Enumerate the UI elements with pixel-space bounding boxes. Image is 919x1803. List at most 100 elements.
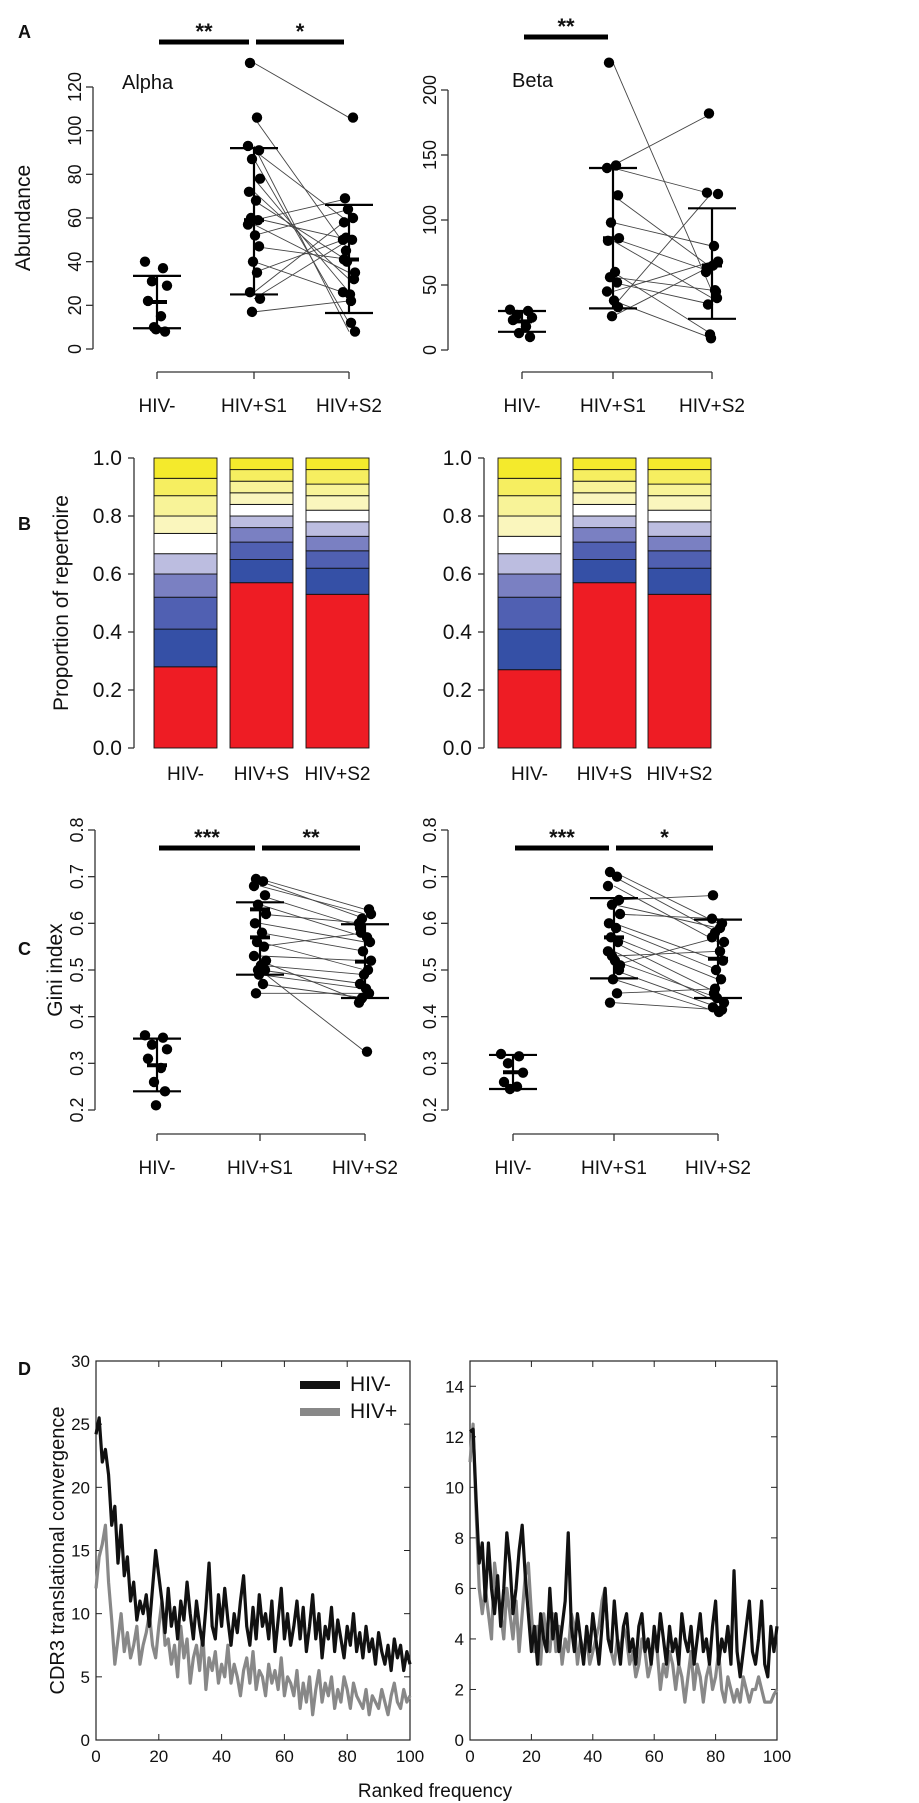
pair-line: [253, 217, 350, 241]
data-point-s1: [607, 974, 619, 985]
data-point-s1: [614, 960, 626, 971]
y-tick-label: 0.6: [420, 911, 440, 936]
y-tick-label: 14: [445, 1377, 464, 1396]
y-tick-label: 0: [455, 1731, 464, 1750]
pair-line: [259, 969, 366, 1053]
data-point-s1: [252, 964, 264, 976]
pair-line: [253, 239, 350, 300]
pair-line: [612, 281, 713, 305]
data-point-hiv-neg: [150, 1100, 162, 1111]
data-point-s1: [250, 988, 262, 999]
data-point-s1: [242, 140, 254, 152]
data-point-s2: [718, 936, 730, 948]
x-tick-label: 40: [212, 1747, 231, 1766]
x-tick-label: HIV-: [504, 396, 541, 417]
x-tick-label: HIV+S1: [581, 1158, 647, 1179]
pair-line: [253, 62, 350, 118]
stacked-segment: [572, 541, 637, 560]
data-point-s1: [252, 214, 264, 226]
x-tick-label: HIV+S2: [646, 764, 712, 785]
data-point-hiv-neg: [159, 1086, 171, 1097]
data-point-hiv-neg: [507, 314, 519, 326]
significance-stars: **: [195, 19, 213, 44]
stacked-segment: [229, 582, 294, 749]
data-point-s1: [249, 230, 261, 241]
x-tick-label: HIV+S1: [227, 1158, 293, 1179]
data-point-s1: [612, 936, 624, 948]
pair-line: [253, 145, 350, 332]
data-point-s2: [708, 240, 720, 252]
panel-d-left-chart: 0 5 10 15 20 25 30 0 20 40 60 80 100 HIV- HIV+ CDR3 tra…: [47, 1352, 424, 1766]
x-tick-label: 100: [396, 1747, 424, 1766]
stacked-segment: [497, 573, 562, 598]
stacked-segment: [647, 550, 712, 569]
data-point-s1: [253, 145, 265, 156]
stacked-segment: [647, 535, 712, 552]
data-point-hiv-neg: [161, 280, 173, 291]
pair-line: [613, 960, 719, 999]
y-tick-label: 100: [65, 116, 85, 146]
y-tick-label: 5: [81, 1668, 90, 1687]
pair-line: [613, 922, 719, 962]
data-point-s2: [338, 217, 350, 228]
y-tick-label: 10: [445, 1478, 464, 1497]
data-point-hiv-neg: [142, 295, 154, 307]
pair-line: [612, 261, 713, 292]
pair-line: [612, 167, 713, 195]
data-point-s2: [355, 927, 367, 938]
x-tick-label: HIV+S: [234, 764, 289, 785]
y-tick-label: 12: [445, 1428, 464, 1447]
stacked-segment: [572, 480, 637, 494]
data-point-hiv-neg: [148, 1076, 160, 1088]
y-tick-label: 0.6: [443, 563, 472, 586]
data-point-hiv-neg: [161, 1044, 173, 1055]
y-tick-label: 0.3: [420, 1051, 440, 1076]
stacked-segment: [153, 596, 218, 630]
x-tick-label: 60: [275, 1747, 294, 1766]
data-point-s2: [338, 254, 350, 265]
pair-line: [613, 988, 719, 994]
y-tick-label: 0.3: [67, 1051, 87, 1076]
pair-line: [259, 894, 366, 929]
data-point-s2: [357, 946, 369, 957]
stacked-segment: [229, 559, 294, 584]
pair-line: [253, 224, 350, 273]
stacked-segment: [497, 495, 562, 517]
stacked-segment: [305, 469, 370, 485]
pair-line: [253, 117, 350, 252]
panel-letter-c: C: [18, 939, 31, 959]
y-tick-label: 100: [420, 205, 440, 235]
data-point-s1: [260, 908, 272, 920]
panel-b-left-chart: 0.0 0.2 0.4 0.6 0.8 1.0 HIV- HIV+S HIV+S2 Proport…: [50, 447, 371, 785]
stacked-segment: [229, 457, 294, 471]
significance-stars: **: [557, 14, 575, 39]
significance-stars: ***: [194, 825, 220, 850]
y-tick-label: 10: [71, 1605, 90, 1624]
pair-line: [613, 978, 719, 1013]
data-point-s2: [717, 955, 729, 966]
stacked-segment: [305, 567, 370, 595]
pair-line: [253, 217, 350, 293]
y-tick-label: 6: [455, 1579, 464, 1598]
legend-label: HIV-: [350, 1373, 391, 1396]
stacked-segment: [153, 532, 218, 555]
y-tick-label: 30: [71, 1352, 90, 1371]
y-tick-label: 40: [65, 252, 85, 272]
data-point-hiv-neg: [155, 1062, 167, 1074]
data-point-s1: [242, 219, 254, 230]
stacked-segment: [497, 457, 562, 479]
pair-line: [613, 950, 719, 957]
y-tick-label: 0.2: [443, 679, 472, 702]
data-point-s2: [712, 188, 724, 200]
data-point-s1: [604, 997, 616, 1008]
data-point-s1: [610, 160, 622, 171]
panel-letter-d: D: [18, 1359, 31, 1379]
data-point-s2: [347, 212, 359, 224]
panel-letter-a: A: [18, 22, 31, 42]
data-point-s2: [700, 266, 712, 278]
stacked-segment: [305, 521, 370, 537]
stacked-segment: [229, 480, 294, 494]
pair-line: [253, 197, 350, 221]
data-point-hiv-neg: [139, 1030, 151, 1041]
data-point-s2: [714, 922, 726, 934]
